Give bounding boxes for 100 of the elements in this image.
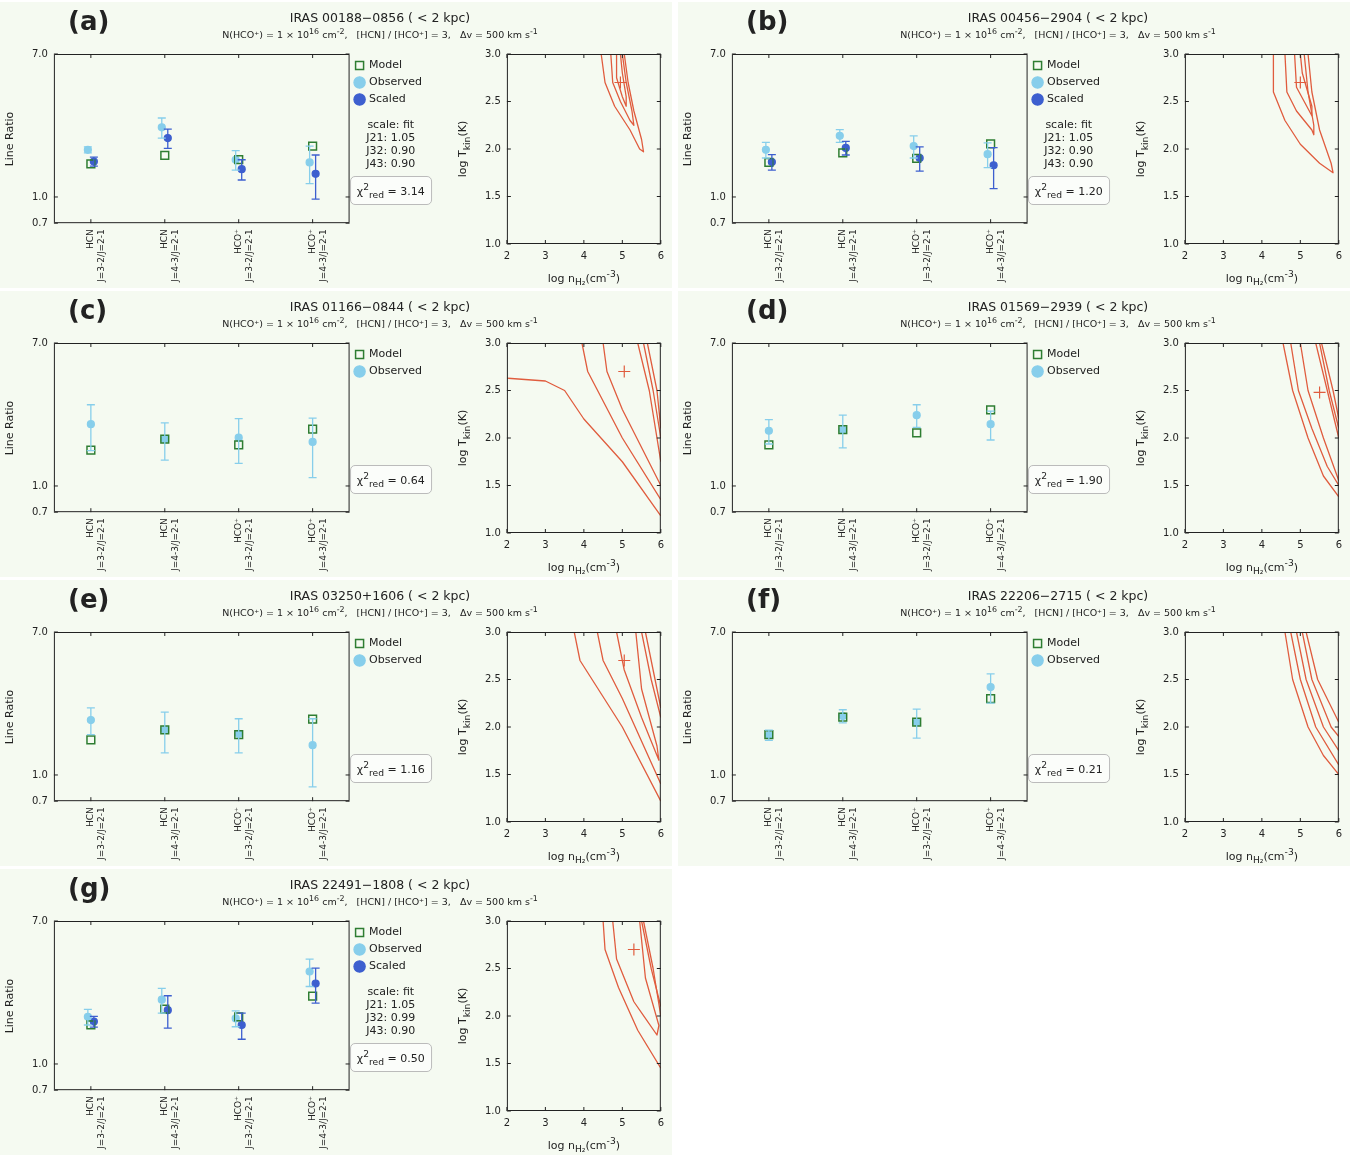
legend-label: Scaled — [1047, 92, 1084, 106]
text: J21: 1.05 — [366, 998, 416, 1011]
x-axis-title: log n$_{H₂}$(cm$^{-3}$) — [1225, 557, 1299, 576]
x-tick-label: 5 — [1297, 249, 1304, 261]
text: J32: 0.90 — [366, 144, 416, 157]
x-tick-label: HCO⁺ J=4-3/J=2-1 — [306, 806, 328, 862]
text: J21: 1.05 — [1044, 131, 1094, 144]
text: (b) — [746, 6, 789, 36]
x-tick-label: 5 — [619, 827, 626, 839]
y-tick-label: 1.5 — [485, 190, 501, 202]
legend-label: Observed — [1047, 75, 1100, 89]
y-tick-label: 7.0 — [32, 625, 48, 637]
text: J43: 0.90 — [1044, 157, 1094, 170]
x-tick-label: HCN J=3-2/J=2-1 — [763, 229, 785, 284]
text: J21: 1.05 — [366, 131, 416, 144]
legend-label: Observed — [369, 653, 422, 667]
y-tick-label: 7.0 — [32, 914, 48, 926]
y-axis-title: Line Ratio — [2, 111, 16, 166]
y-tick-label: 1.5 — [485, 479, 501, 491]
y-tick-label: 2.0 — [485, 1009, 501, 1021]
text: χ$^{2}$$_{red}$ = 1.16 — [349, 754, 432, 783]
y-tick-label: 1.0 — [1163, 815, 1179, 827]
y-tick-label: 1.5 — [1163, 190, 1179, 202]
y-tick-label: 7.0 — [710, 336, 726, 348]
text: χ$^{2}$$_{red}$ = 1.90 — [1027, 465, 1110, 494]
y-tick-label: 0.7 — [710, 216, 726, 228]
y-tick-label: 3.0 — [485, 336, 501, 348]
y-tick-label: 1.0 — [485, 1104, 501, 1116]
x-tick-label: HCN J=4-3/J=2-1 — [159, 1096, 180, 1151]
legend-label: Model — [369, 925, 403, 939]
y-tick-label: 2.5 — [485, 95, 501, 107]
x-tick-label: 6 — [1335, 249, 1343, 261]
x-tick-label: 2 — [503, 249, 511, 261]
legend-label: Observed — [1047, 653, 1100, 667]
legend-label: Model — [1047, 347, 1081, 361]
y-tick-label: 1.5 — [1163, 479, 1179, 491]
x-tick-label: HCO⁺ J=3-2/J=2-1 — [911, 806, 932, 862]
y-tick-label: 0.7 — [32, 794, 48, 806]
y-tick-label: 1.0 — [485, 526, 501, 538]
x-axis-title: log n$_{H₂}$(cm$^{-3}$) — [547, 557, 621, 576]
y-tick-label: 1.5 — [485, 768, 501, 780]
x-tick-label: HCN J=4-3/J=2-1 — [837, 229, 858, 284]
text: (f) — [746, 584, 782, 614]
y-tick-label: 3.0 — [485, 47, 501, 59]
legend-label: Model — [369, 636, 403, 650]
x-tick-label: 6 — [657, 827, 665, 839]
y-tick-label: 2.5 — [485, 384, 501, 396]
x-tick-label: 3 — [1220, 827, 1227, 839]
y-tick-label: 2.0 — [485, 431, 501, 443]
text: N(HCO⁺) = 1 × 10$^{16}$ cm$^{-2}$, [HCN] / [HCO⁺] = 3, Δv = 500 km s$^{-1}$ — [900, 316, 1216, 330]
y-axis-title: Line Ratio — [680, 689, 694, 744]
y-axis-title: Line Ratio — [2, 978, 16, 1033]
x-axis-title: log n$_{H₂}$(cm$^{-3}$) — [547, 1135, 621, 1154]
y-tick-label: 3.0 — [1163, 47, 1179, 59]
x-tick-label: 6 — [1335, 827, 1343, 839]
text: IRAS 01166−0844 ( < 2 kpc) — [289, 299, 471, 314]
x-tick-label: 2 — [503, 827, 511, 839]
x-tick-label: HCN J=3-2/J=2-1 — [85, 807, 107, 862]
x-tick-label: 6 — [657, 1116, 665, 1128]
legend-label: Observed — [369, 364, 422, 378]
text: IRAS 01569−2939 ( < 2 kpc) — [967, 299, 1149, 314]
x-tick-label: HCO⁺ J=4-3/J=2-1 — [306, 1095, 328, 1151]
text: (d) — [746, 295, 789, 325]
x-tick-label: 2 — [503, 538, 511, 550]
legend-label: Model — [1047, 58, 1081, 72]
y-tick-label: 2.0 — [1163, 431, 1179, 443]
y-axis-title: Line Ratio — [2, 400, 16, 455]
text: N(HCO⁺) = 1 × 10$^{16}$ cm$^{-2}$, [HCN] / [HCO⁺] = 3, Δv = 500 km s$^{-1}$ — [222, 605, 538, 619]
x-tick-label: 2 — [1181, 249, 1189, 261]
x-axis-title: log n$_{H₂}$(cm$^{-3}$) — [1225, 268, 1299, 287]
x-tick-label: 5 — [619, 538, 626, 550]
x-tick-label: 2 — [1181, 538, 1189, 550]
x-tick-label: HCO⁺ J=4-3/J=2-1 — [984, 517, 1006, 573]
y-tick-label: 2.5 — [485, 962, 501, 974]
y-tick-label: 3.0 — [1163, 336, 1179, 348]
x-tick-label: HCN J=3-2/J=2-1 — [763, 807, 785, 862]
x-tick-label: HCO⁺ J=4-3/J=2-1 — [306, 228, 328, 284]
x-tick-label: HCO⁺ J=3-2/J=2-1 — [233, 1095, 254, 1151]
y-tick-label: 0.7 — [32, 216, 48, 228]
text: IRAS 22206−2715 ( < 2 kpc) — [967, 588, 1149, 603]
y-tick-label: 1.5 — [485, 1057, 501, 1069]
x-tick-label: HCO⁺ J=3-2/J=2-1 — [233, 806, 254, 862]
y-tick-label: 0.7 — [32, 1083, 48, 1095]
text: J32: 0.99 — [366, 1011, 416, 1024]
text: (e) — [68, 584, 110, 614]
x-tick-label: 5 — [1297, 538, 1304, 550]
x-tick-label: 3 — [542, 827, 549, 839]
text: J43: 0.90 — [366, 157, 416, 170]
x-tick-label: HCO⁺ J=4-3/J=2-1 — [984, 806, 1006, 862]
y-axis-title: Line Ratio — [680, 400, 694, 455]
text: (a) — [68, 6, 110, 36]
legend-label: Observed — [1047, 364, 1100, 378]
y-tick-label: 1.0 — [32, 479, 48, 491]
x-tick-label: 6 — [657, 249, 665, 261]
text: J43: 0.90 — [366, 1024, 416, 1037]
x-tick-label: HCN J=4-3/J=2-1 — [837, 518, 858, 573]
text: χ$^{2}$$_{red}$ = 0.50 — [349, 1043, 432, 1072]
legend-label: Model — [1047, 636, 1081, 650]
text: scale: fit — [1045, 118, 1093, 131]
y-tick-label: 2.0 — [1163, 720, 1179, 732]
